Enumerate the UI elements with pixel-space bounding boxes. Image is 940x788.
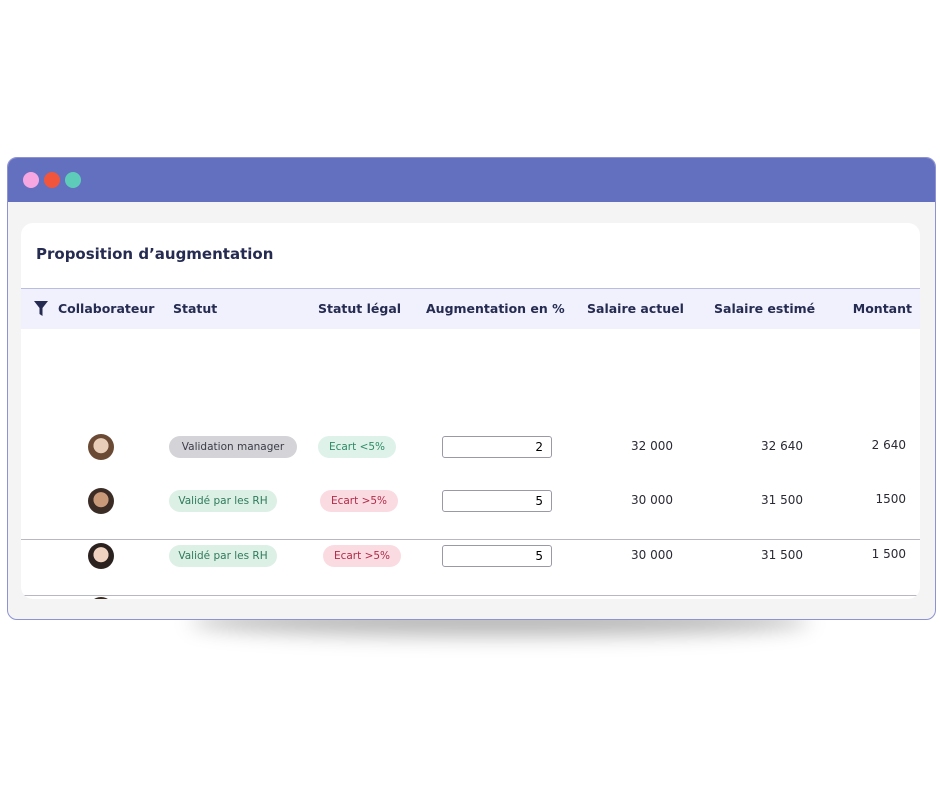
avatar[interactable] — [88, 543, 114, 569]
column-header[interactable]: Collaborateur — [58, 301, 155, 316]
current-salary: 32 000 — [631, 439, 673, 453]
legal-badge: Ecart >5% — [320, 490, 398, 512]
amount: 1500 — [875, 492, 906, 506]
card: Proposition d’augmentation Collaborateur… — [21, 223, 920, 599]
avatar[interactable] — [88, 434, 114, 460]
current-salary: 30 000 — [631, 548, 673, 562]
column-header[interactable]: Salaire estimé — [714, 301, 816, 316]
filter-icon[interactable] — [33, 300, 49, 318]
estimated-salary: 31 500 — [761, 548, 803, 562]
estimated-salary: 31 500 — [761, 493, 803, 507]
window: Proposition d’augmentation Collaborateur… — [7, 157, 936, 620]
window-dot[interactable] — [65, 172, 81, 188]
avatar[interactable] — [88, 597, 114, 599]
column-header[interactable]: Statut légal — [318, 301, 402, 316]
card-title: Proposition d’augmentation — [36, 245, 274, 263]
title-bar — [8, 158, 935, 202]
column-header[interactable]: Statut — [173, 301, 218, 316]
status-badge: Validé par les RH — [169, 545, 277, 567]
status-badge: Validé par les RH — [169, 490, 277, 512]
table-header: Collaborateur Statut Statut légal Augmen… — [21, 288, 920, 329]
input-value[interactable]: 5 — [535, 494, 543, 508]
column-header[interactable]: Salaire actuel — [587, 301, 684, 316]
current-salary: 30 000 — [631, 493, 673, 507]
avatar[interactable] — [88, 488, 114, 514]
row-separator — [21, 539, 920, 540]
window-dot[interactable] — [23, 172, 39, 188]
amount: 1 500 — [871, 547, 906, 561]
percent-input[interactable]: 2 — [442, 436, 552, 458]
window-dot[interactable] — [44, 172, 60, 188]
column-header[interactable]: Montant — [852, 301, 912, 316]
estimated-salary: 32 640 — [761, 439, 803, 453]
column-header[interactable]: Augmentation en % — [426, 301, 565, 316]
amount: 2 640 — [871, 438, 906, 452]
input-value[interactable]: 5 — [535, 549, 543, 563]
legal-badge: Ecart <5% — [318, 436, 396, 458]
status-badge: Validation manager — [169, 436, 297, 458]
percent-input[interactable]: 5 — [442, 545, 552, 567]
percent-input[interactable]: 5 — [442, 490, 552, 512]
input-value[interactable]: 2 — [535, 440, 543, 454]
legal-badge: Ecart >5% — [323, 545, 401, 567]
row-separator — [21, 595, 920, 596]
